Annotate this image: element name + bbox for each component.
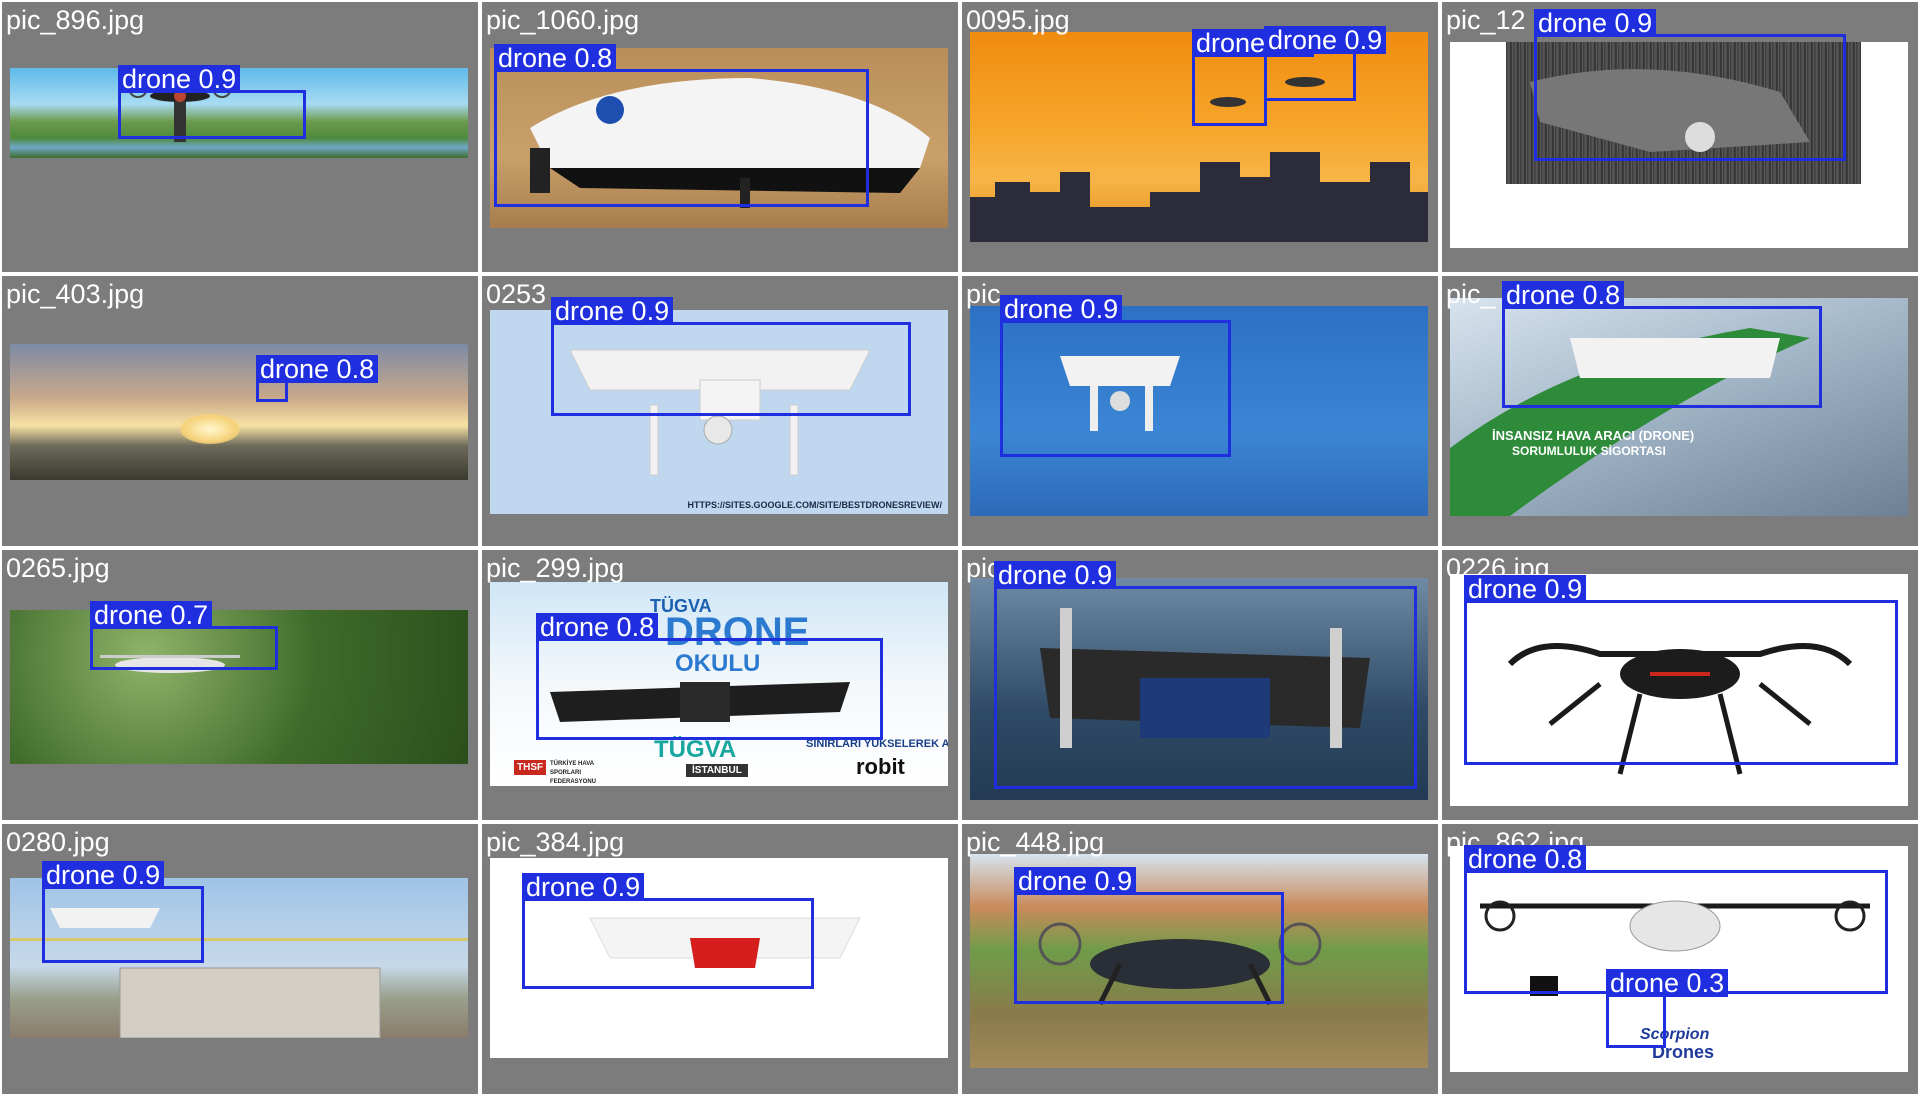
tile-photo: Scorpion Drones	[1450, 846, 1908, 1072]
tile-filename: pic_12	[1446, 5, 1526, 35]
detection-label: drone 0.8	[256, 355, 379, 383]
image-tile[interactable]: pic drone 0.9	[962, 550, 1438, 820]
fed-logo: THSF	[514, 760, 547, 775]
image-tile[interactable]: pic_448.jpg drone 0.9	[962, 824, 1438, 1094]
detection-box: drone 0.9	[551, 297, 911, 416]
tile-filename: pic_299.jpg	[486, 553, 625, 583]
tile-filename: pic_	[1446, 279, 1496, 309]
detection-label: drone 0.9	[118, 65, 241, 93]
detection-label: drone 0.8	[536, 613, 659, 641]
tile-filename: pic_448.jpg	[966, 827, 1105, 857]
image-tile[interactable]: pic_896.jpg drone 0.9	[2, 2, 478, 272]
detection-label: drone 0.9	[1534, 9, 1657, 37]
image-tile[interactable]: pic_ İNSANSIZ HAVA ARACI (DRONE) SORUMLU…	[1442, 276, 1918, 546]
detection-box: drone 0.9	[1014, 867, 1284, 1004]
image-tile[interactable]: pic_299.jpg TÜGVA DRONE OKULU TÜGVA SINI…	[482, 550, 958, 820]
image-tile[interactable]: pic drone 0.9	[962, 276, 1438, 546]
detection-label: drone 0.9	[551, 297, 674, 325]
banner-line1: İNSANSIZ HAVA ARACI (DRONE)	[1492, 428, 1695, 443]
detection-box: drone 0.9	[1000, 295, 1231, 457]
tile-filename: pic_403.jpg	[6, 279, 145, 309]
tile-photo	[1450, 42, 1908, 248]
tile-photo	[970, 32, 1428, 242]
detection-box: drone 0.8	[1502, 281, 1822, 408]
slogan: SINIRLARI YÜKSELEREK AŞ	[806, 738, 948, 750]
brand-subtitle: OKULU	[675, 650, 761, 677]
image-tile[interactable]: pic_403.jpg drone 0.8	[2, 276, 478, 546]
detection-box: drone 0.9	[118, 65, 306, 139]
image-tile[interactable]: 0095.jpg drone 0.9 drone 0.9	[962, 2, 1438, 272]
tile-photo: HTTPS://SITES.GOOGLE.COM/SITE/BESTDRONES…	[490, 310, 948, 514]
city-badge: İSTANBUL	[686, 764, 748, 777]
detection-label: drone 0.9	[522, 873, 645, 901]
detection-box: drone 0.3	[1606, 969, 1729, 1048]
detection-label: drone 0.9	[1464, 575, 1587, 603]
image-tile[interactable]: 0280.jpg drone 0.9	[2, 824, 478, 1094]
banner-line2: SORUMLULUK SİGORTASI	[1512, 444, 1666, 458]
tile-filename: pic_1060.jpg	[486, 5, 640, 35]
detection-box: drone 0.8	[494, 44, 869, 207]
fed-name: TÜRKİYE HAVA SPORLARI FEDERASYONU	[550, 761, 597, 785]
tile-photo	[10, 610, 468, 764]
detection-label: drone 0.3	[1606, 969, 1729, 997]
image-tile[interactable]: 0253 HTTPS://SITES.GOOGLE.COM/SITE/BESTD…	[482, 276, 958, 546]
detection-box: drone 0.9	[994, 561, 1417, 789]
detection-box: drone 0.8	[256, 355, 379, 402]
tile-filename: 0095.jpg	[966, 5, 1070, 35]
image-tile[interactable]: pic_1060.jpg drone 0.8	[482, 2, 958, 272]
detection-label: drone 0.7	[90, 601, 213, 629]
detection-box: drone 0.9	[1264, 26, 1387, 101]
tile-filename: pic	[966, 279, 1001, 309]
tile-photo	[10, 344, 468, 480]
image-tile[interactable]: 0226.jpg drone 0.9	[1442, 550, 1918, 820]
tile-photo	[970, 578, 1428, 800]
detection-label: drone 0.9	[1014, 867, 1137, 895]
detection-label: drone 0.8	[1502, 281, 1625, 309]
tile-photo	[490, 48, 948, 228]
tile-filename: 0253	[486, 279, 547, 309]
brand-title: DRONE	[665, 610, 810, 654]
sponsor-logo: robit	[856, 754, 905, 779]
detection-label: drone 0.8	[494, 44, 617, 72]
detection-label: drone 0.9	[1264, 26, 1387, 54]
image-tile[interactable]: pic_12 drone 0.9	[1442, 2, 1918, 272]
watermark-url: HTTPS://SITES.GOOGLE.COM/SITE/BESTDRONES…	[687, 500, 942, 510]
detection-label: drone 0.9	[1000, 295, 1123, 323]
tile-photo	[1450, 574, 1908, 806]
tile-filename: pic_896.jpg	[6, 5, 145, 35]
tile-filename: 0265.jpg	[6, 553, 110, 583]
image-tile[interactable]: pic_384.jpg drone 0.9	[482, 824, 958, 1094]
detection-box: drone 0.8	[536, 613, 883, 740]
detection-box: drone 0.9	[1464, 575, 1898, 765]
tile-filename: 0280.jpg	[6, 827, 110, 857]
detection-label: drone 0.9	[42, 861, 165, 889]
tile-photo	[970, 306, 1428, 516]
logo-line2: Drones	[1652, 1042, 1715, 1062]
detection-label: drone 0.9	[994, 561, 1117, 589]
tile-filename: pic_384.jpg	[486, 827, 625, 857]
detection-box: drone 0.7	[90, 601, 278, 670]
detection-box: drone 0.9	[522, 873, 814, 989]
brand-bottom: TÜGVA	[654, 736, 737, 763]
tile-photo	[10, 878, 468, 1038]
detection-box: drone 0.9	[1534, 9, 1846, 161]
image-tile[interactable]: pic_862.jpg Scorpion Drones drone 0.8 dr…	[1442, 824, 1918, 1094]
detection-box: drone 0.9	[1192, 29, 1315, 126]
detection-box: drone 0.9	[42, 861, 204, 963]
detection-label: drone 0.8	[1464, 845, 1587, 873]
brand-top: TÜGVA	[650, 596, 712, 616]
logo-line1: Scorpion	[1640, 1026, 1710, 1043]
image-tile[interactable]: 0265.jpg drone 0.7	[2, 550, 478, 820]
